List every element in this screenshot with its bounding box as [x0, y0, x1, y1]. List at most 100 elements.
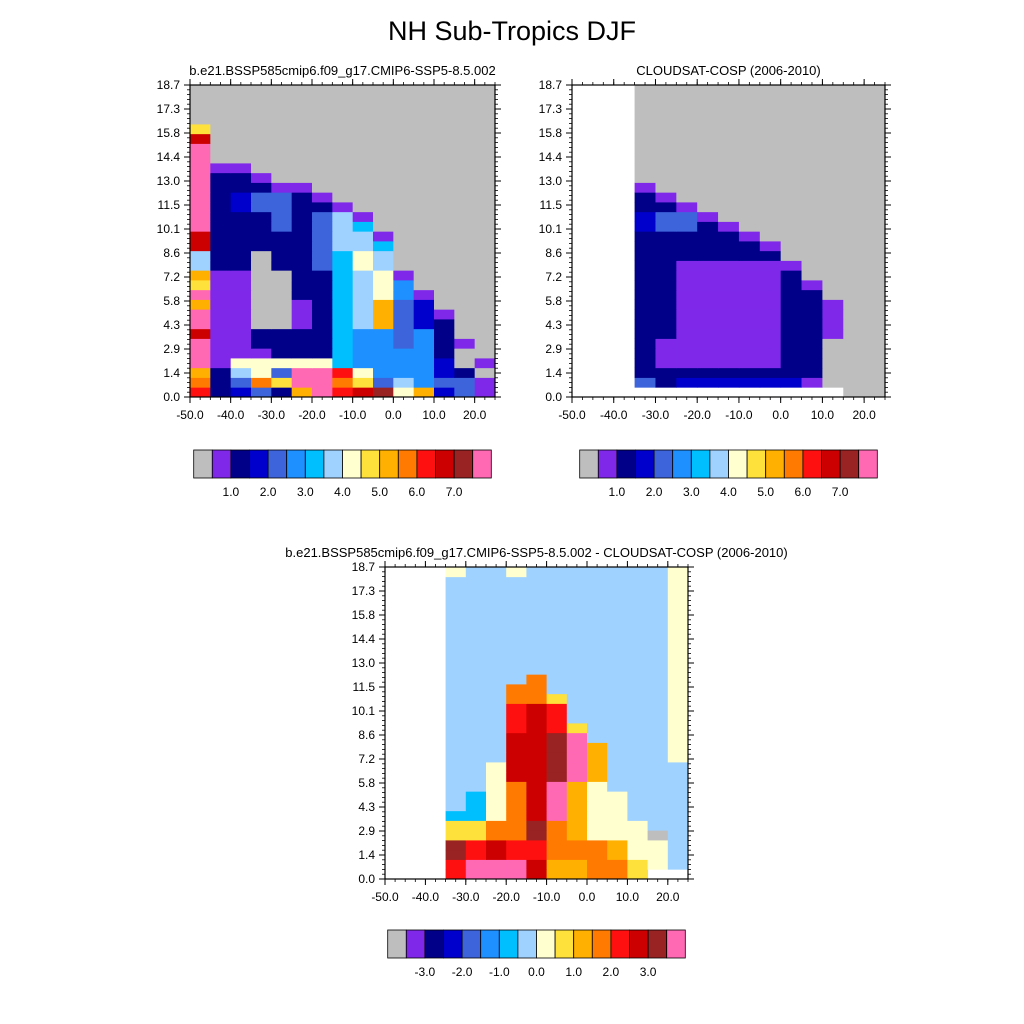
heatmap-cell [445, 615, 467, 626]
heatmap-cell [627, 684, 648, 695]
y-tick-label: 18.7 [157, 78, 181, 92]
heatmap-cell [801, 358, 823, 369]
heatmap-cell [373, 241, 394, 252]
heatmap-cell [655, 377, 677, 388]
heatmap-cell [843, 280, 865, 291]
heatmap-cell [271, 85, 293, 96]
heatmap-cell [718, 299, 740, 310]
heatmap-cell [190, 338, 211, 349]
heatmap-cell [780, 358, 802, 369]
heatmap-cell [393, 328, 415, 339]
heatmap-cell [647, 742, 669, 753]
heatmap-cell [526, 723, 547, 734]
heatmap-cell [210, 367, 232, 378]
heatmap-cell [486, 576, 507, 587]
heatmap-cell [506, 742, 527, 753]
heatmap-cell [697, 367, 719, 378]
heatmap-cell [393, 124, 415, 135]
heatmap-cell [822, 133, 844, 144]
heatmap-cell [445, 596, 467, 607]
heatmap-cell [759, 319, 782, 330]
heatmap-cell [393, 241, 415, 252]
heatmap-cell [566, 869, 588, 880]
heatmap-cell [864, 367, 886, 378]
heatmap-cell [759, 260, 782, 271]
heatmap-cell [434, 367, 455, 378]
heatmap-cell [413, 202, 435, 213]
heatmap-cell [697, 231, 719, 242]
heatmap-cell [393, 309, 415, 320]
heatmap-cell [312, 309, 333, 320]
heatmap-cell [780, 231, 802, 242]
heatmap-cell [634, 338, 656, 349]
y-tick-label: 10.1 [157, 222, 181, 236]
heatmap-cell [291, 250, 313, 261]
colorbar-swatch [802, 449, 822, 479]
heatmap-cell [474, 172, 496, 183]
heatmap-cell [587, 810, 608, 821]
heatmap-cell [465, 576, 487, 587]
heatmap-cell [251, 338, 272, 349]
heatmap-cell [822, 104, 844, 115]
heatmap-cell [352, 182, 374, 193]
heatmap-cell [627, 567, 648, 578]
x-tick-label: -20.0 [493, 890, 521, 904]
heatmap-cell [780, 280, 802, 291]
heatmap-cell [393, 348, 415, 359]
heatmap-cell [627, 869, 648, 880]
heatmap-cell [445, 713, 467, 724]
heatmap-cell [486, 791, 507, 802]
heatmap-cell [271, 348, 293, 359]
heatmap-cell [627, 635, 648, 646]
heatmap-cell [801, 231, 823, 242]
heatmap-cell [526, 791, 547, 802]
heatmap-cell [291, 377, 313, 388]
heatmap-cell [332, 260, 354, 271]
heatmap-cell [373, 270, 394, 281]
heatmap-cell [251, 241, 272, 252]
heatmap-cell [759, 231, 782, 242]
y-tick-label: 15.8 [352, 608, 376, 622]
heatmap-cell [434, 241, 455, 252]
heatmap-cell [486, 674, 507, 685]
heatmap-cell [801, 211, 823, 222]
heatmap-cell [413, 319, 435, 330]
heatmap-cell [230, 124, 252, 135]
heatmap-cell [486, 615, 507, 626]
heatmap-cell [587, 791, 608, 802]
y-tick-label: 7.2 [545, 270, 562, 284]
heatmap-cell [393, 114, 415, 125]
heatmap-cell [271, 133, 293, 144]
heatmap-cell [864, 241, 886, 252]
heatmap-cell [291, 328, 313, 339]
heatmap-cell [251, 231, 272, 242]
heatmap-cell [454, 328, 476, 339]
heatmap-cell [667, 645, 689, 656]
heatmap-cell [251, 211, 272, 222]
heatmap-cell [271, 270, 293, 281]
heatmap-cell [474, 309, 496, 320]
heatmap-cell [780, 250, 802, 261]
heatmap-cell [373, 202, 394, 213]
heatmap-cell [210, 143, 232, 154]
colorbar-swatch [783, 449, 804, 479]
heatmap-cell [251, 202, 272, 213]
colorbar-swatch [472, 449, 492, 479]
heatmap-cell [676, 260, 698, 271]
heatmap-cell [413, 192, 435, 203]
colorbar-swatch [610, 929, 630, 959]
heatmap-cell [843, 270, 865, 281]
colorbar-swatch [517, 929, 537, 959]
heatmap-cell [738, 182, 761, 193]
heatmap-cell [332, 202, 354, 213]
heatmap-cell [190, 280, 211, 291]
heatmap-cell [546, 615, 568, 626]
heatmap-cell [822, 348, 844, 359]
heatmap-cell [413, 289, 435, 300]
heatmap-cell [697, 114, 719, 125]
heatmap-cell [546, 576, 568, 587]
heatmap-cell [454, 143, 476, 154]
heatmap-cell [474, 104, 496, 115]
heatmap-cell [251, 319, 272, 330]
heatmap-cell [251, 328, 272, 339]
